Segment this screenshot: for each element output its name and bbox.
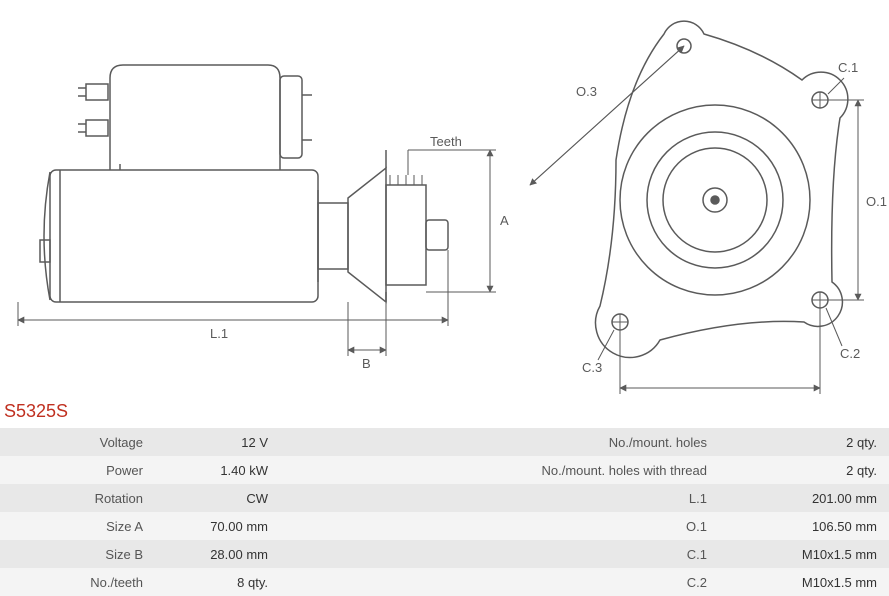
spec-label: C.2	[445, 575, 720, 590]
spec-label: L.1	[445, 491, 720, 506]
spec-value: M10x1.5 mm	[719, 547, 889, 562]
table-row: Size A 70.00 mm	[0, 512, 445, 540]
spec-col-right: No./mount. holes 2 qty. No./mount. holes…	[445, 428, 889, 596]
spec-label: Size A	[0, 519, 155, 534]
front-view	[596, 21, 848, 357]
table-row: No./teeth 8 qty.	[0, 568, 445, 596]
label-C2: C.2	[840, 346, 860, 361]
technical-drawing: L.1 B A Teeth	[0, 0, 889, 395]
table-row: Voltage 12 V	[0, 428, 445, 456]
table-row: C.2 M10x1.5 mm	[445, 568, 889, 596]
ear-C2	[812, 292, 828, 308]
part-number: S5325S	[0, 395, 889, 428]
page: L.1 B A Teeth	[0, 0, 889, 596]
spec-label: No./mount. holes	[445, 435, 720, 450]
dim-label-O1: O.1	[866, 194, 887, 209]
spec-value: M10x1.5 mm	[719, 575, 889, 590]
spec-label: Rotation	[0, 491, 155, 506]
table-row: O.1 106.50 mm	[445, 512, 889, 540]
spec-value: 70.00 mm	[155, 519, 280, 534]
table-row: No./mount. holes 2 qty.	[445, 428, 889, 456]
spec-value: 28.00 mm	[155, 547, 280, 562]
spec-value: 2 qty.	[719, 463, 889, 478]
front-view-dims: O.1 O.2 O.3 C.1 C.2 C.3	[530, 46, 887, 395]
spec-label: Size B	[0, 547, 155, 562]
ear-C3	[612, 314, 628, 330]
label-C3: C.3	[582, 360, 602, 375]
ear-C1	[812, 92, 828, 108]
table-row: Power 1.40 kW	[0, 456, 445, 484]
spec-label: C.1	[445, 547, 720, 562]
spec-value: 12 V	[155, 435, 280, 450]
table-row: No./mount. holes with thread 2 qty.	[445, 456, 889, 484]
spec-value: 2 qty.	[719, 435, 889, 450]
spec-label: O.1	[445, 519, 720, 534]
side-view	[40, 65, 448, 302]
spec-value: 1.40 kW	[155, 463, 280, 478]
spec-table: Voltage 12 V Power 1.40 kW Rotation CW S…	[0, 428, 889, 596]
table-row: L.1 201.00 mm	[445, 484, 889, 512]
spec-label: No./teeth	[0, 575, 155, 590]
spec-label: Voltage	[0, 435, 155, 450]
dim-label-O2: O.2	[712, 392, 733, 395]
spec-label: No./mount. holes with thread	[445, 463, 720, 478]
table-row: Size B 28.00 mm	[0, 540, 445, 568]
spec-value: 201.00 mm	[719, 491, 889, 506]
spec-label: Power	[0, 463, 155, 478]
table-row: Rotation CW	[0, 484, 445, 512]
drawing-svg: L.1 B A Teeth	[0, 0, 889, 395]
spec-value: 8 qty.	[155, 575, 280, 590]
dim-label-A: A	[500, 213, 509, 228]
label-C1: C.1	[838, 60, 858, 75]
dim-label-L1: L.1	[210, 326, 228, 341]
terminal-1	[78, 84, 108, 100]
terminal-2	[78, 120, 108, 136]
spec-value: CW	[155, 491, 280, 506]
table-row: C.1 M10x1.5 mm	[445, 540, 889, 568]
dim-label-teeth: Teeth	[430, 134, 462, 149]
spec-value: 106.50 mm	[719, 519, 889, 534]
dim-label-B: B	[362, 356, 371, 371]
dim-label-O3: O.3	[576, 84, 597, 99]
spec-col-left: Voltage 12 V Power 1.40 kW Rotation CW S…	[0, 428, 445, 596]
